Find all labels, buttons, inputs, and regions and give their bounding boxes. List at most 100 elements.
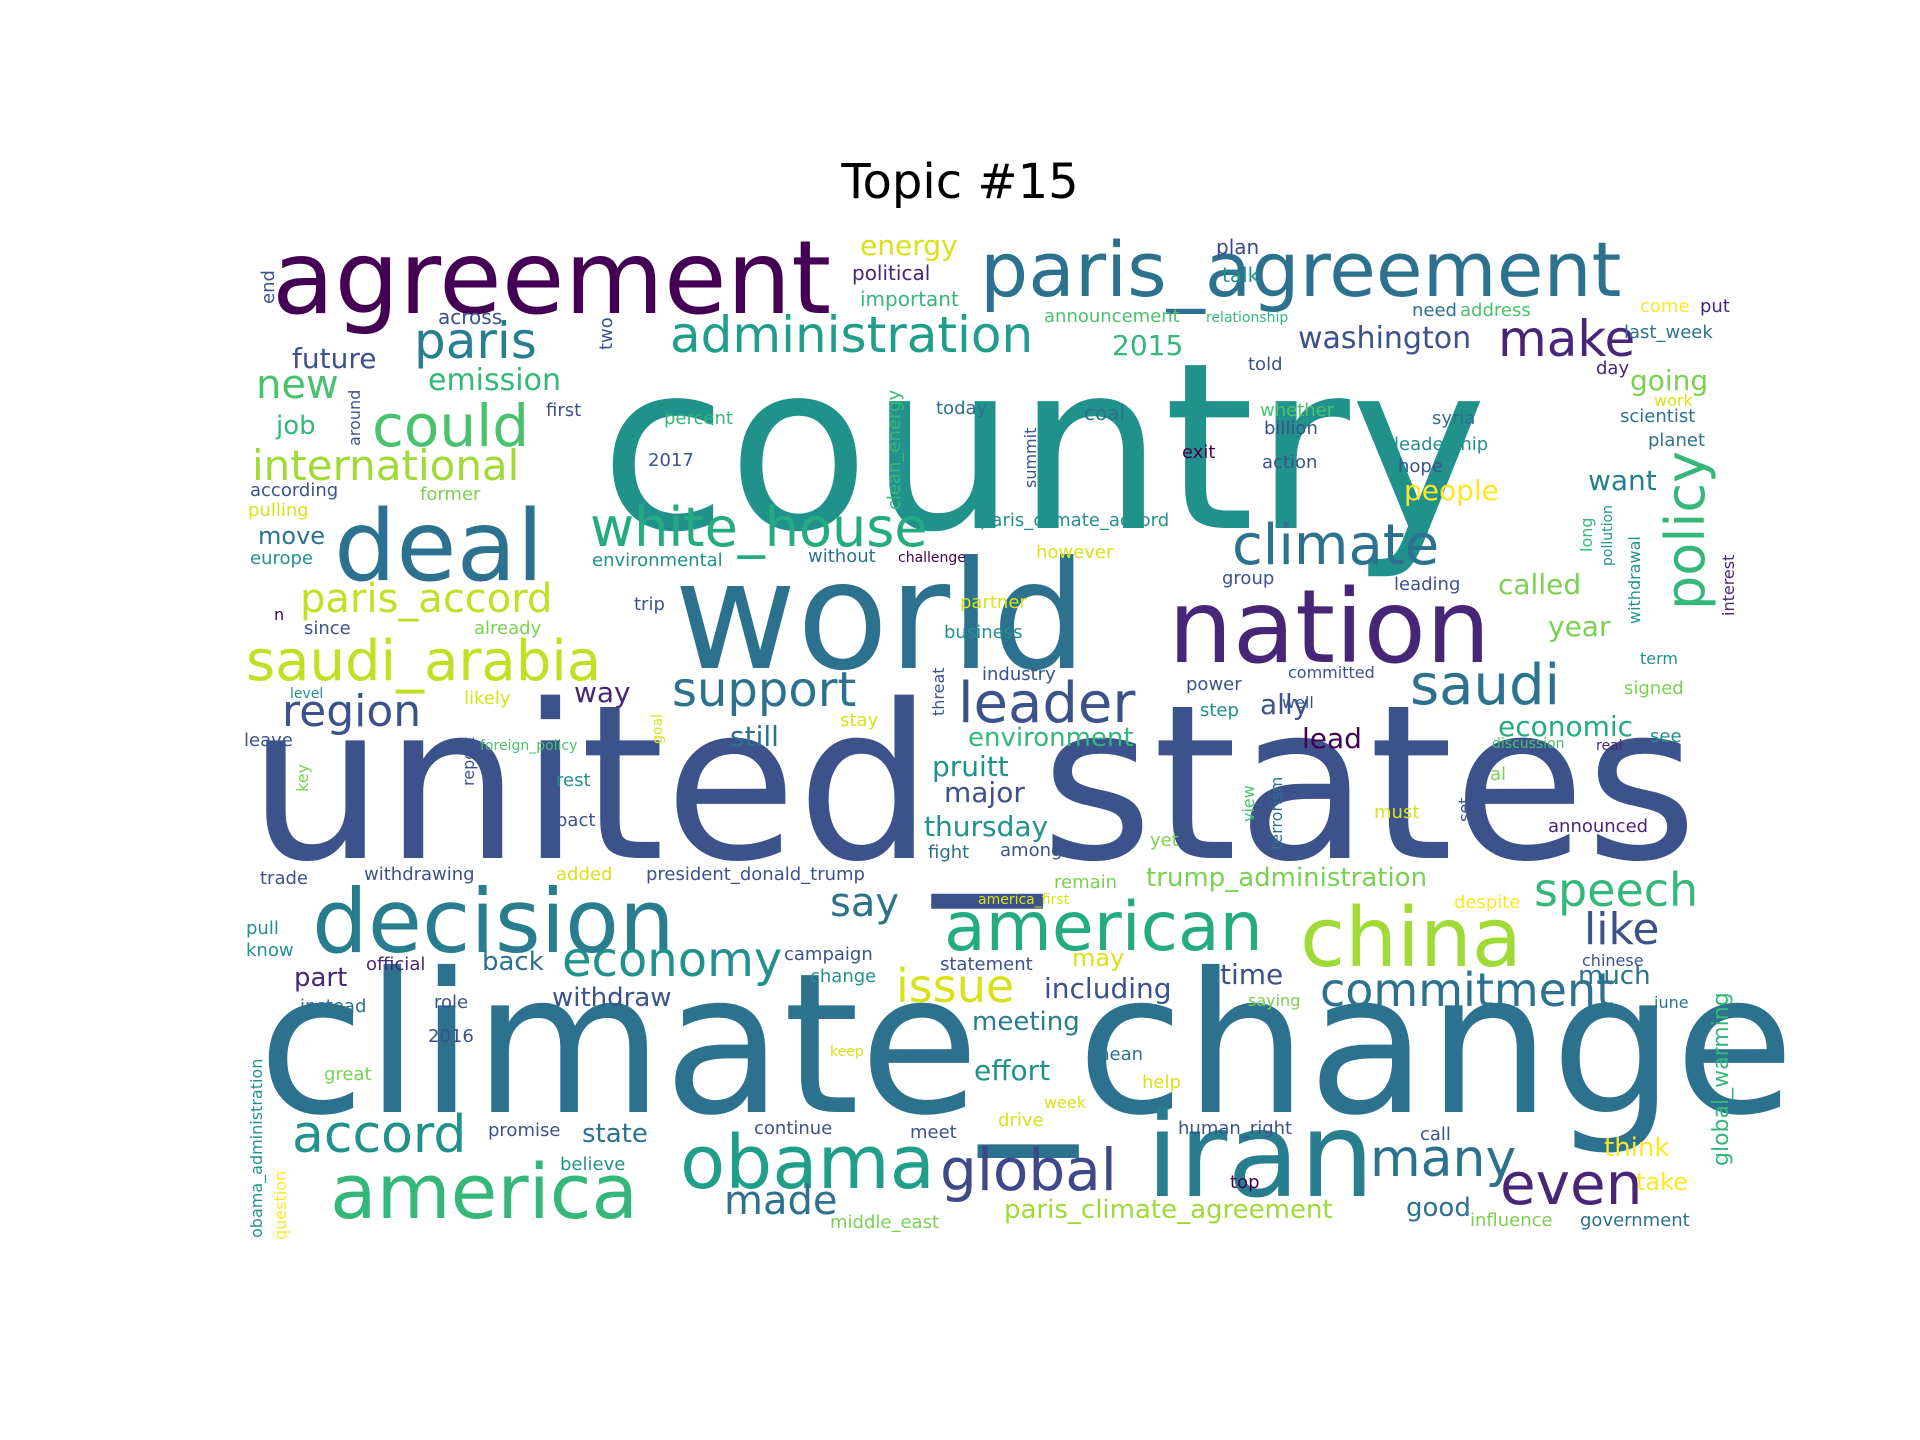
- word-real: real: [1596, 738, 1623, 754]
- word-announced: announced: [1548, 816, 1648, 837]
- word-job: job: [275, 411, 316, 441]
- word-human-right: human_right: [1178, 1118, 1292, 1139]
- word-industry: industry: [982, 664, 1056, 685]
- word-white-house: white_house: [590, 496, 928, 559]
- word-paris: paris: [414, 312, 537, 370]
- word-two: two: [596, 317, 617, 350]
- word-new: new: [256, 362, 339, 408]
- word-withdrawal: withdrawal: [1625, 536, 1644, 624]
- word-agreement: agreement: [272, 219, 831, 338]
- word-including: including: [1044, 972, 1172, 1005]
- word-withdrawing: withdrawing: [364, 864, 475, 885]
- word-important: important: [860, 287, 959, 311]
- word-could: could: [372, 392, 529, 460]
- word-level: level: [290, 686, 323, 702]
- word-talk: talk: [1222, 263, 1260, 287]
- word-meet: meet: [910, 1122, 957, 1143]
- word-speech: speech: [1534, 863, 1698, 917]
- word-pull: pull: [246, 918, 279, 939]
- word-2015: 2015: [1112, 329, 1183, 362]
- word-america-first: america_first: [978, 892, 1070, 908]
- word-relationship: relationship: [1206, 310, 1288, 326]
- word-role: role: [434, 992, 468, 1013]
- word-whether: whether: [1260, 400, 1335, 421]
- word-region: region: [282, 686, 421, 737]
- word-challenge: challenge: [898, 550, 966, 566]
- word-top: top: [1230, 1172, 1260, 1193]
- word-effort: effort: [974, 1054, 1050, 1087]
- word-come: come: [1640, 296, 1690, 317]
- word-going: going: [1630, 364, 1708, 397]
- word-2017: 2017: [648, 450, 694, 471]
- word-official: official: [366, 954, 425, 975]
- word-many: many: [1370, 1129, 1516, 1189]
- word-think: think: [1604, 1133, 1669, 1163]
- word-signed: signed: [1624, 678, 1684, 699]
- word-climate: climate: [1232, 513, 1439, 578]
- word-thursday: thursday: [924, 810, 1048, 843]
- word-saudi-arabia: saudi_arabia: [246, 629, 601, 694]
- word-without: without: [808, 546, 876, 567]
- word-threat: threat: [929, 667, 948, 716]
- word-stay: stay: [840, 710, 878, 731]
- word-week: week: [1044, 1093, 1087, 1112]
- word-trump-administration: trump_administration: [1146, 863, 1427, 893]
- word-united-states: united_states: [248, 658, 1697, 909]
- word-political: political: [852, 261, 930, 285]
- word-committed: committed: [1288, 663, 1375, 682]
- word-promise: promise: [488, 1120, 560, 1141]
- word-chinese: chinese: [1582, 951, 1644, 970]
- word-american: american: [944, 888, 1263, 967]
- word-emission: emission: [428, 363, 561, 398]
- word-environmental: environmental: [592, 550, 723, 571]
- word-pollution: pollution: [1600, 505, 1616, 566]
- word-last-week: last_week: [1624, 322, 1713, 343]
- word-report: report: [459, 737, 478, 786]
- word-obama-administration: obama_administration: [247, 1059, 267, 1238]
- word-pulling: pulling: [248, 500, 309, 521]
- word-action: action: [1262, 452, 1317, 473]
- word-call: call: [1420, 1124, 1451, 1145]
- word-global-warming: global_warming: [1709, 992, 1734, 1166]
- word-deal: deal: [334, 490, 544, 604]
- word-across: across: [438, 305, 502, 329]
- word-goal: goal: [650, 714, 666, 744]
- word-want: want: [1588, 464, 1657, 497]
- word-government: government: [1580, 1210, 1690, 1231]
- word-long: long: [1577, 517, 1596, 552]
- word-need: need: [1412, 300, 1457, 321]
- word-issue: issue: [896, 959, 1014, 1013]
- word-terrorism: terrorism: [1267, 777, 1286, 850]
- word-address: address: [1460, 300, 1531, 321]
- word-america: america: [330, 1147, 638, 1236]
- word-president-donald-trump: president_donald_trump: [646, 864, 865, 885]
- word-may: may: [1072, 944, 1124, 972]
- word-obama: obama: [680, 1120, 935, 1206]
- word-first: first: [546, 400, 581, 421]
- word-europe: europe: [250, 548, 313, 569]
- word-iran: iran: [1146, 1086, 1374, 1224]
- word-meeting: meeting: [972, 1007, 1080, 1037]
- word-still: still: [730, 720, 779, 753]
- word-campaign: campaign: [784, 944, 873, 965]
- word-leadership: leadership: [1394, 434, 1488, 455]
- word-much: much: [1578, 961, 1651, 991]
- word-mean: mean: [1092, 1044, 1143, 1065]
- word-china: china: [1300, 891, 1522, 986]
- word-paris-climate-accord: paris_climate_accord: [980, 510, 1169, 531]
- word-middle-east: middle_east: [830, 1212, 939, 1233]
- word-leading: leading: [1394, 574, 1460, 595]
- word-people: people: [1404, 474, 1499, 507]
- word-environment: environment: [968, 723, 1134, 753]
- word-group: group: [1222, 568, 1274, 589]
- word-billion: billion: [1264, 418, 1318, 439]
- word-state: state: [582, 1119, 648, 1149]
- word-set: set: [1455, 798, 1474, 822]
- word-foreign-policy: foreign_policy: [480, 738, 577, 754]
- word-already: already: [474, 618, 542, 639]
- word-hope: hope: [1398, 456, 1443, 477]
- word-n: n: [274, 605, 284, 624]
- word-even: even: [1500, 1150, 1642, 1218]
- word-future: future: [292, 342, 376, 375]
